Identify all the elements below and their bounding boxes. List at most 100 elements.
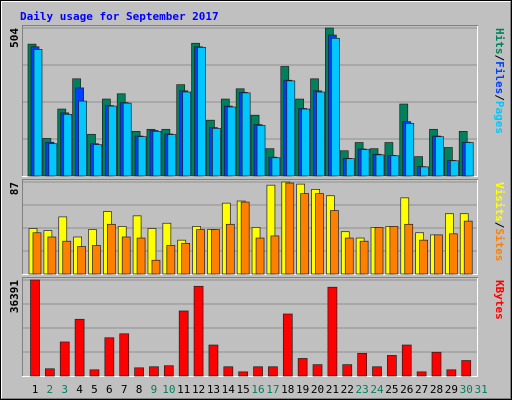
bar [225,223,235,275]
bar [270,235,280,275]
x-tick-label: 20 [311,383,324,396]
bar [405,123,415,177]
legend-separator: / [493,55,506,62]
x-tick-label: 2 [47,383,54,396]
x-tick-label: 15 [237,383,250,396]
bar [62,240,72,275]
bar [212,128,221,177]
bar [375,154,385,177]
x-tick-label: 23 [356,383,369,396]
bar [166,245,176,275]
legend-entry: Pages [493,101,506,134]
x-tick-label: 5 [91,383,98,396]
x-tick-label: 24 [370,383,384,396]
x-tick-label: 21 [326,383,339,396]
bar [464,142,474,177]
bar [256,125,266,177]
bar [282,313,293,377]
bar [419,239,428,275]
bar [136,237,146,275]
legend: KBytes [493,280,506,320]
bar [327,286,338,377]
bar [223,366,234,377]
bar [345,158,355,177]
bar [240,201,250,275]
x-tick-label: 18 [281,383,294,396]
bar [449,233,458,275]
bar [197,47,206,177]
x-tick-label: 13 [207,383,220,396]
bar [30,279,40,377]
bar [416,371,427,377]
bar [106,223,116,275]
bar [286,80,296,177]
bar [149,366,159,377]
y-tick-label: 504 [8,28,21,48]
bar [431,351,442,377]
bar [344,237,354,275]
bar [89,369,100,377]
bar [119,333,130,377]
bar [285,182,295,275]
x-tick-label: 3 [61,383,68,396]
bar [181,242,191,275]
x-tick-label: 25 [385,383,398,396]
bar [238,371,249,377]
bar [77,246,86,275]
y-tick-label: 87 [8,182,21,195]
bar [33,49,43,177]
bar [271,157,281,177]
x-tick-label: 7 [121,383,128,396]
bar [196,229,205,275]
bar [372,366,382,377]
bar [59,341,70,377]
bar [359,240,369,275]
bar [461,360,472,377]
legend: Hits/Files/Pages [493,28,506,134]
bar [104,337,115,377]
bar [331,37,340,177]
bar [178,310,189,377]
legend-entry: Files [493,61,506,94]
x-tick-label: 31 [474,383,487,396]
bar [255,237,265,275]
bar [390,155,400,177]
x-tick-label: 22 [341,383,354,396]
legend-separator: / [493,94,506,101]
x-tick-label: 19 [296,383,309,396]
bar [389,226,399,275]
bar [134,367,144,377]
x-tick-label: 28 [430,383,443,396]
bar [253,366,263,377]
bar [93,144,102,177]
chart-title: Daily usage for September 2017 [20,10,219,23]
x-tick-label: 17 [266,383,279,396]
bar [463,220,473,275]
bar [92,245,101,275]
bar [420,166,429,177]
bar [167,134,177,177]
bar [450,160,459,177]
x-tick-label: 12 [192,383,205,396]
bar [63,113,73,177]
bar [193,285,204,377]
x-tick-label: 29 [445,383,458,396]
bar [208,344,219,377]
x-tick-label: 4 [76,383,83,396]
x-tick-label: 6 [106,383,113,396]
bar [226,106,236,177]
bar [78,100,87,177]
bar [268,366,278,377]
bar [360,149,370,177]
bar [401,344,412,377]
bar [152,131,162,177]
y-tick-label: 36391 [8,280,21,313]
legend-separator: / [493,222,506,229]
x-tick-label: 1 [32,383,39,396]
bar [163,365,174,377]
legend-entry: Sites [493,228,506,261]
bar [374,227,384,275]
x-tick-label: 8 [136,383,143,396]
bar [316,91,325,177]
